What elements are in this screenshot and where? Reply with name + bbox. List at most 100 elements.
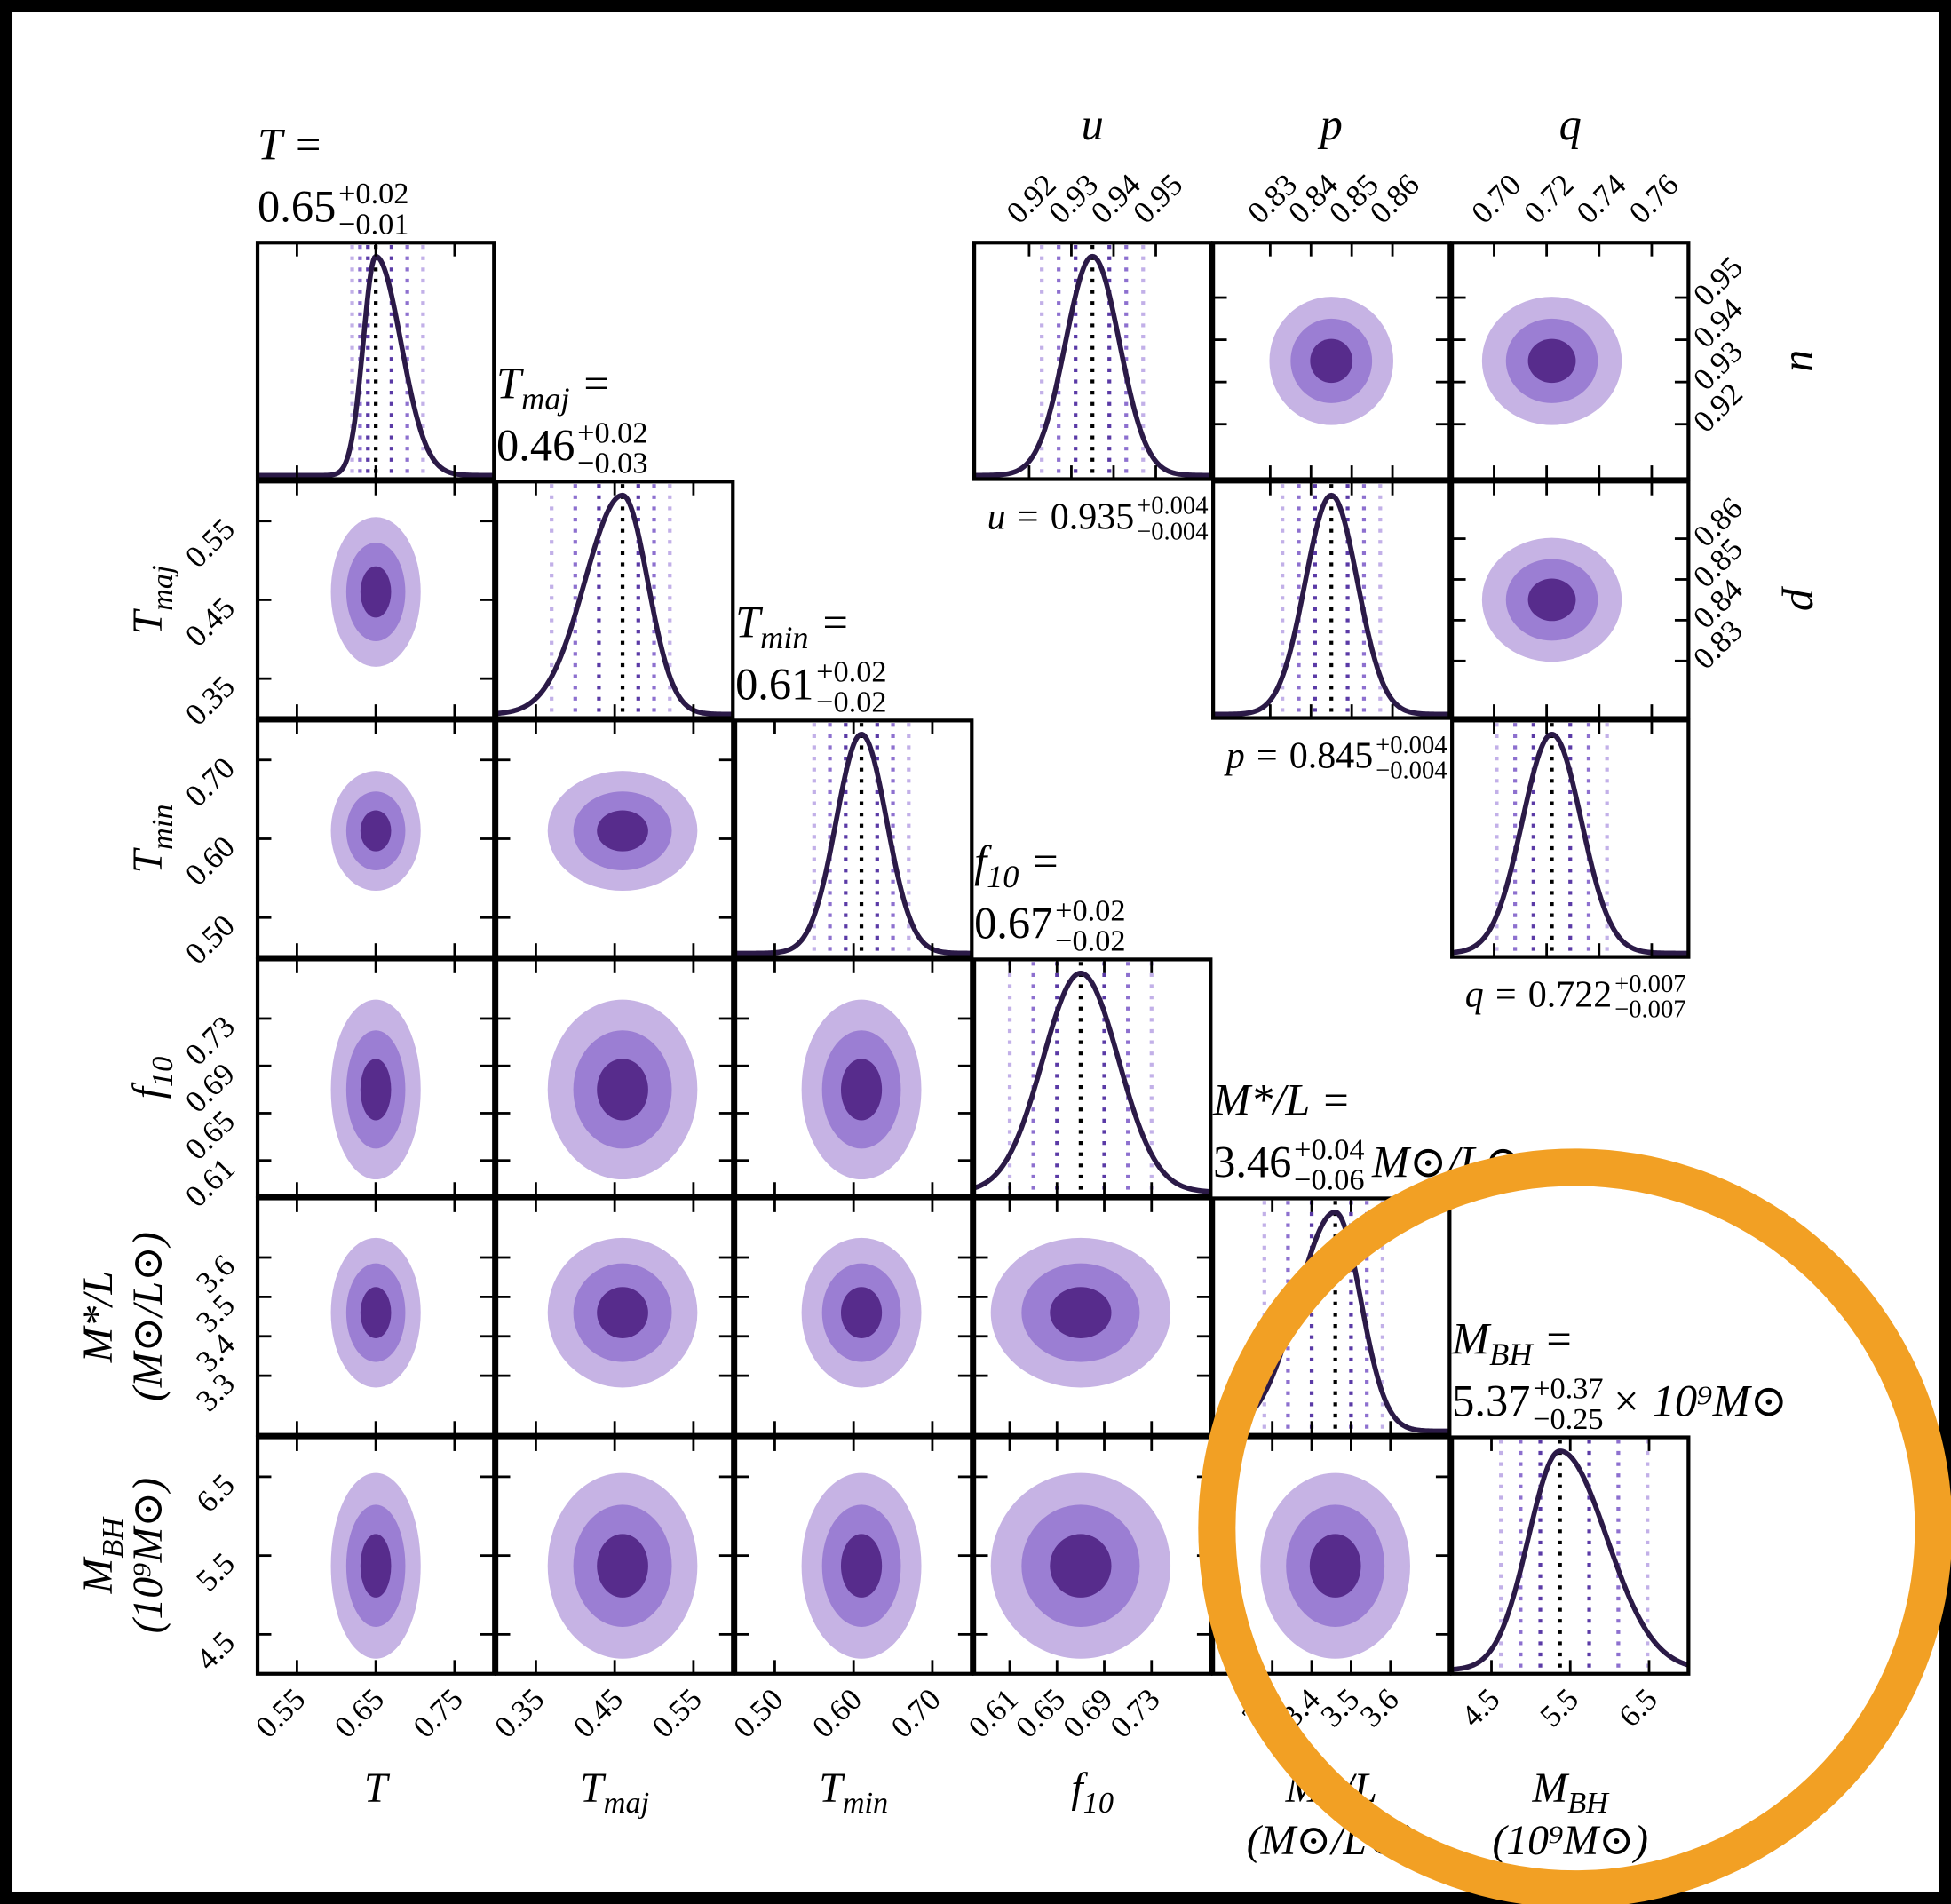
label-subscript: min xyxy=(146,805,179,850)
panel-frame xyxy=(255,1196,496,1437)
panel-frame xyxy=(1211,241,1452,481)
label-part: q xyxy=(1559,99,1582,149)
error-plus: +0.02 xyxy=(338,177,408,210)
panel-frame xyxy=(494,957,735,1198)
label-part: M*/L xyxy=(75,1271,122,1363)
label-part: M xyxy=(75,1556,122,1594)
contour xyxy=(597,810,648,852)
error-plus: +0.04 xyxy=(1294,1132,1364,1166)
panel-frame xyxy=(494,1196,735,1437)
diagonal-title: u = 0.935 +0.004−0.004 xyxy=(987,493,1209,546)
label-subscript: BH xyxy=(1489,1337,1534,1372)
error-plus: +0.007 xyxy=(1614,971,1685,998)
label-text: f10 = xyxy=(974,837,1060,895)
contour xyxy=(360,566,392,618)
contour xyxy=(360,1287,392,1338)
label-text: f10 xyxy=(125,1057,179,1099)
error-minus: −0.03 xyxy=(577,447,647,480)
label-subscript: 10 xyxy=(1083,1786,1114,1820)
label-part: T xyxy=(496,358,525,408)
label-part: T xyxy=(125,846,171,873)
density-curve xyxy=(1213,492,1450,718)
panel-frame xyxy=(255,718,496,959)
label-part: T xyxy=(580,1765,607,1812)
median-value: 0.65 xyxy=(258,181,336,231)
label-part: p xyxy=(1782,586,1832,611)
error-plus: +0.02 xyxy=(1055,893,1125,927)
error-minus: −0.007 xyxy=(1614,996,1685,1023)
median-value: 0.935 xyxy=(1051,497,1135,538)
label-part: q = xyxy=(1465,975,1519,1016)
label-text: M*/L = xyxy=(1212,1075,1351,1125)
label-text: Tmin = xyxy=(735,597,850,655)
label-subscript: BH xyxy=(1567,1786,1610,1820)
label-text: Tmaj xyxy=(580,1765,649,1820)
label-text: Tmaj = xyxy=(496,358,611,416)
label-part: = xyxy=(1019,837,1060,886)
label-text: f10 xyxy=(1071,1765,1114,1820)
unit: × 10⁹M⊙ xyxy=(1611,1376,1788,1426)
label-part: u xyxy=(1782,350,1832,372)
contour xyxy=(840,1534,883,1598)
panel-frame xyxy=(255,480,496,720)
density-curve xyxy=(1451,731,1689,956)
density-curve xyxy=(973,971,1211,1194)
panel-frame xyxy=(1450,1435,1691,1676)
label-part: (M⊙/L⊙) xyxy=(125,1232,171,1401)
density-curve xyxy=(974,253,1211,479)
panel-frame xyxy=(255,1435,496,1676)
label-part: T xyxy=(819,1765,845,1812)
label-part: p = xyxy=(1224,736,1280,777)
error-minus: −0.25 xyxy=(1533,1402,1603,1436)
label-text: T xyxy=(364,1765,391,1812)
error-plus: +0.004 xyxy=(1137,493,1208,520)
label-text: u xyxy=(1782,350,1832,372)
label-part: M xyxy=(1451,1314,1492,1364)
contour xyxy=(597,1059,648,1121)
label-text: M*/L xyxy=(75,1271,122,1363)
label-text: p = xyxy=(1224,736,1280,777)
diagonal-title: p = 0.845 +0.004−0.004 xyxy=(1224,732,1447,785)
label-subscript: maj xyxy=(604,1786,649,1820)
median-value: 3.46 xyxy=(1213,1138,1291,1187)
label-text: Tmaj xyxy=(125,565,179,634)
label-text: Tmin xyxy=(125,805,179,874)
contour xyxy=(360,1059,392,1121)
label-part: u = xyxy=(987,497,1041,538)
label-text: p xyxy=(1318,99,1343,149)
label-part: = xyxy=(1533,1314,1574,1364)
label-text: MBH xyxy=(1532,1765,1611,1820)
label-part: M*/L = xyxy=(1212,1075,1351,1125)
label-part: (10⁹M⊙) xyxy=(1493,1818,1648,1864)
contour xyxy=(597,1534,648,1598)
error-minus: −0.004 xyxy=(1376,757,1447,784)
label-part: = xyxy=(809,597,851,647)
panel-frame xyxy=(972,957,1213,1198)
median-value: 0.722 xyxy=(1528,975,1613,1016)
label-part: T xyxy=(125,607,171,634)
panel-frame xyxy=(1211,1196,1452,1437)
label-part: T xyxy=(364,1765,391,1812)
error-plus: +0.02 xyxy=(816,654,886,688)
label-text: u xyxy=(1082,99,1104,149)
error-minus: −0.004 xyxy=(1137,518,1208,545)
error-plus: +0.004 xyxy=(1376,732,1447,759)
median-value: 0.67 xyxy=(974,899,1052,948)
label-subscript: 10 xyxy=(146,1057,179,1087)
label-part: p xyxy=(1318,99,1343,149)
panel-frame xyxy=(494,1435,735,1676)
contour xyxy=(840,1059,883,1121)
annotation-circle-edge xyxy=(1199,1149,1951,1904)
label-part: M xyxy=(1532,1765,1570,1812)
contour xyxy=(360,810,392,852)
panel-frame xyxy=(733,1435,974,1676)
panel-frame xyxy=(733,957,974,1198)
label-part: = xyxy=(570,358,612,408)
density-curve xyxy=(1451,1448,1690,1672)
error-minus: −0.02 xyxy=(816,686,886,719)
median-value: 5.37 xyxy=(1452,1376,1530,1426)
error-minus: −0.06 xyxy=(1294,1163,1364,1197)
label-subscript: 10 xyxy=(987,859,1019,894)
